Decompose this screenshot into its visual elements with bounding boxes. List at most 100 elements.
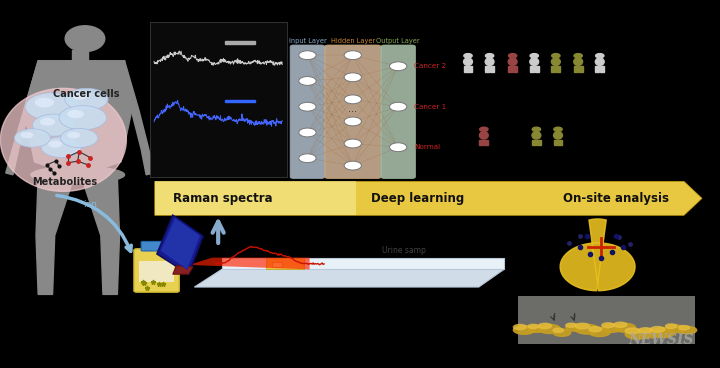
Bar [72, 50, 88, 61]
Circle shape [554, 127, 562, 131]
Polygon shape [559, 140, 562, 145]
Ellipse shape [553, 329, 571, 336]
Ellipse shape [485, 58, 494, 66]
Text: Hidden Layer: Hidden Layer [330, 38, 375, 44]
Text: Metabolites: Metabolites [32, 177, 97, 187]
Polygon shape [36, 177, 74, 294]
Bar [518, 296, 695, 344]
Circle shape [530, 54, 539, 58]
Polygon shape [560, 219, 635, 291]
Circle shape [65, 88, 108, 110]
Polygon shape [155, 181, 702, 215]
Circle shape [60, 128, 98, 148]
FancyBboxPatch shape [381, 45, 415, 178]
Ellipse shape [614, 323, 636, 332]
Text: On-site analysis: On-site analysis [562, 192, 669, 205]
Ellipse shape [1, 88, 127, 191]
Polygon shape [173, 266, 193, 274]
Ellipse shape [65, 26, 105, 52]
Polygon shape [554, 140, 557, 145]
Ellipse shape [595, 58, 604, 66]
Ellipse shape [528, 324, 539, 329]
Polygon shape [469, 66, 472, 72]
Polygon shape [161, 218, 200, 269]
Circle shape [508, 54, 517, 58]
Text: Cancer 1: Cancer 1 [414, 104, 446, 110]
Circle shape [595, 54, 604, 58]
Ellipse shape [480, 132, 488, 139]
Text: Deep learning: Deep learning [371, 192, 464, 205]
Ellipse shape [650, 326, 665, 332]
Circle shape [41, 137, 81, 158]
Polygon shape [535, 66, 539, 72]
Text: ...: ... [348, 103, 357, 114]
Circle shape [32, 114, 76, 136]
Polygon shape [222, 258, 504, 269]
Ellipse shape [639, 328, 652, 333]
Ellipse shape [602, 324, 623, 332]
Circle shape [35, 98, 54, 107]
Circle shape [14, 129, 50, 147]
Ellipse shape [665, 325, 685, 333]
Ellipse shape [539, 323, 552, 329]
Circle shape [68, 110, 84, 118]
Ellipse shape [539, 325, 560, 333]
Text: Cancer 2: Cancer 2 [414, 63, 446, 69]
Text: NEWSIS: NEWSIS [629, 333, 693, 347]
Ellipse shape [678, 326, 690, 330]
Ellipse shape [31, 166, 125, 183]
Polygon shape [552, 66, 555, 72]
Polygon shape [530, 66, 534, 72]
Polygon shape [532, 140, 536, 145]
FancyBboxPatch shape [290, 45, 325, 178]
Bar [225, 99, 255, 102]
Polygon shape [513, 66, 517, 72]
Circle shape [299, 77, 316, 85]
Ellipse shape [575, 323, 590, 329]
Ellipse shape [464, 58, 472, 66]
Circle shape [464, 54, 472, 58]
Circle shape [344, 117, 361, 126]
Polygon shape [595, 66, 599, 72]
Text: Input Layer: Input Layer [289, 38, 326, 44]
Circle shape [532, 127, 541, 131]
Polygon shape [155, 181, 356, 215]
Polygon shape [557, 66, 560, 72]
Circle shape [390, 143, 407, 152]
Ellipse shape [602, 323, 614, 328]
Ellipse shape [513, 325, 526, 330]
Ellipse shape [589, 326, 602, 332]
Bar [225, 41, 255, 44]
Ellipse shape [554, 132, 562, 139]
Text: Cancer cells: Cancer cells [53, 89, 120, 99]
Polygon shape [24, 61, 132, 173]
Text: Normal: Normal [414, 144, 440, 150]
Circle shape [72, 92, 88, 100]
FancyBboxPatch shape [325, 45, 381, 178]
Ellipse shape [528, 325, 546, 332]
Ellipse shape [530, 58, 539, 66]
Circle shape [574, 54, 582, 58]
Polygon shape [189, 258, 310, 269]
Circle shape [299, 154, 316, 163]
Circle shape [552, 54, 560, 58]
Circle shape [59, 106, 107, 130]
Ellipse shape [625, 328, 640, 334]
Ellipse shape [678, 326, 697, 334]
Polygon shape [485, 140, 488, 145]
Ellipse shape [614, 322, 627, 328]
Bar [150, 22, 287, 177]
Text: Raman spectra: Raman spectra [174, 192, 273, 205]
Circle shape [480, 127, 488, 131]
Circle shape [299, 128, 316, 137]
Circle shape [344, 161, 361, 170]
Polygon shape [490, 66, 494, 72]
Polygon shape [537, 140, 541, 145]
Ellipse shape [513, 326, 535, 334]
Text: Urine samp: Urine samp [382, 246, 426, 255]
FancyBboxPatch shape [134, 249, 179, 292]
Ellipse shape [575, 324, 599, 334]
Bar [266, 258, 304, 269]
Polygon shape [600, 66, 604, 72]
Circle shape [344, 73, 361, 82]
